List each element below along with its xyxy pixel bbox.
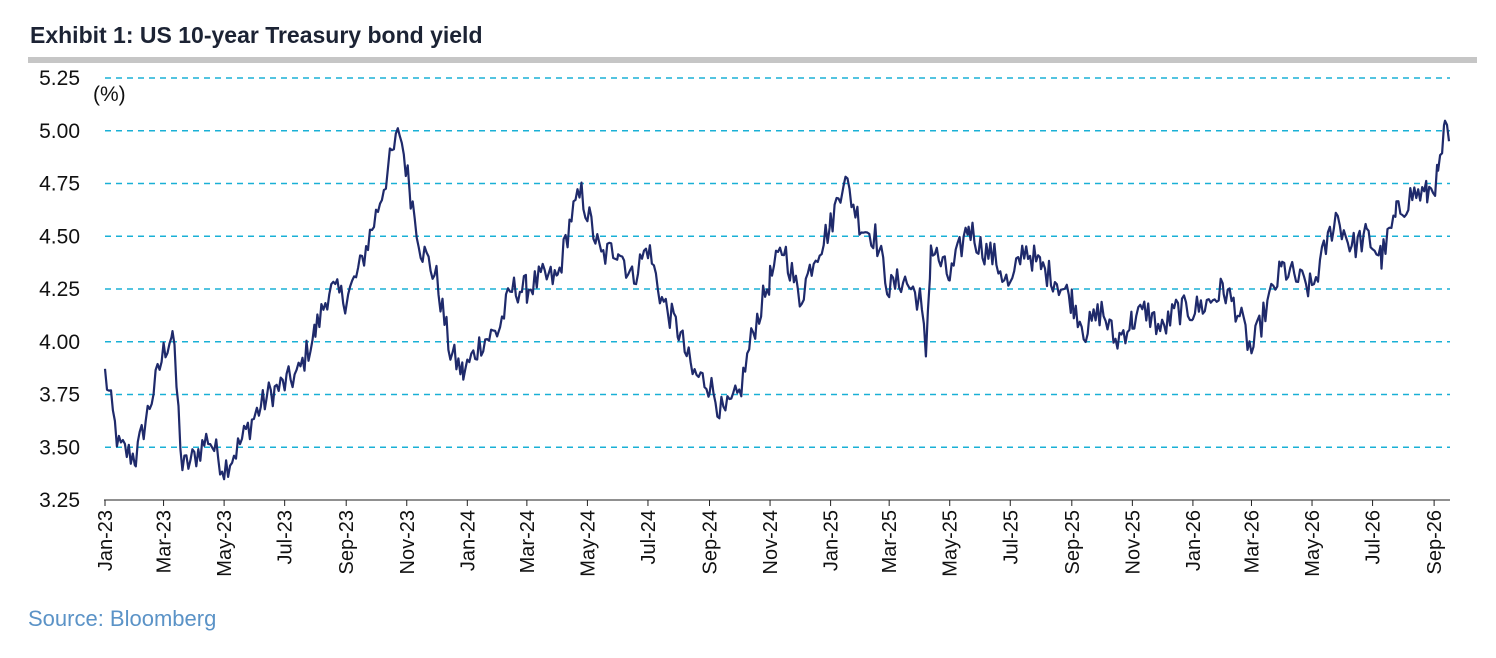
x-tick-label: Mar-23 bbox=[154, 510, 176, 573]
x-tick-label: Sep-24 bbox=[700, 510, 722, 575]
y-gridlines bbox=[105, 77, 1450, 448]
x-tick-label: Sep-25 bbox=[1062, 510, 1084, 575]
y-tick-label: 4.25 bbox=[39, 278, 80, 301]
x-tick-label: Jul-24 bbox=[638, 510, 660, 564]
y-tick-label: 3.25 bbox=[39, 489, 80, 512]
series-line bbox=[103, 119, 1451, 481]
x-tick-label: Jan-24 bbox=[457, 510, 479, 571]
x-tick-label: Jan-23 bbox=[95, 510, 117, 571]
y-tick-label: 4.75 bbox=[39, 173, 80, 196]
y-tick-label: 5.25 bbox=[39, 67, 80, 90]
title-rule bbox=[28, 57, 1477, 63]
x-tick-label: Jul-23 bbox=[275, 510, 297, 564]
x-tick-label: Jan-26 bbox=[1183, 510, 1205, 571]
x-tick-label: May-24 bbox=[577, 510, 599, 577]
y-tick-labels: 3.25 3.50 3.75 4.00 4.25 4.50 4.75 5.00 5.25 bbox=[39, 67, 80, 512]
x-tick-labels: Jan-23 Mar-23 May-23 Jul-23 Sep-23 Nov-23 Jan-… bbox=[95, 500, 1446, 577]
x-tick-label: Nov-24 bbox=[760, 510, 782, 574]
y-tick-label: 4.00 bbox=[39, 331, 80, 354]
x-tick-label: Jul-25 bbox=[1000, 510, 1022, 564]
chart-title: Exhibit 1: US 10-year Treasury bond yiel… bbox=[30, 22, 483, 48]
y-unit-label: (%) bbox=[93, 83, 126, 106]
x-tick-label: May-25 bbox=[940, 510, 962, 577]
x-tick-label: Mar-25 bbox=[879, 510, 901, 573]
x-tick-label: Mar-26 bbox=[1241, 510, 1263, 573]
source-note: Source: Bloomberg bbox=[28, 606, 217, 631]
x-tick-label: May-26 bbox=[1302, 510, 1324, 577]
x-tick-label: Jul-26 bbox=[1363, 510, 1385, 564]
x-tick-label: Sep-26 bbox=[1424, 510, 1446, 575]
y-tick-label: 3.75 bbox=[39, 384, 80, 407]
x-tick-label: Sep-23 bbox=[336, 510, 358, 575]
x-tick-label: May-23 bbox=[214, 510, 236, 577]
x-tick-label: Jan-25 bbox=[821, 510, 843, 571]
y-tick-label: 3.50 bbox=[39, 436, 80, 459]
y-tick-label: 5.00 bbox=[39, 120, 80, 143]
x-tick-label: Nov-25 bbox=[1122, 510, 1144, 574]
x-tick-label: Nov-23 bbox=[397, 510, 419, 574]
x-tick-label: Mar-24 bbox=[517, 510, 539, 573]
y-tick-label: 4.50 bbox=[39, 225, 80, 248]
